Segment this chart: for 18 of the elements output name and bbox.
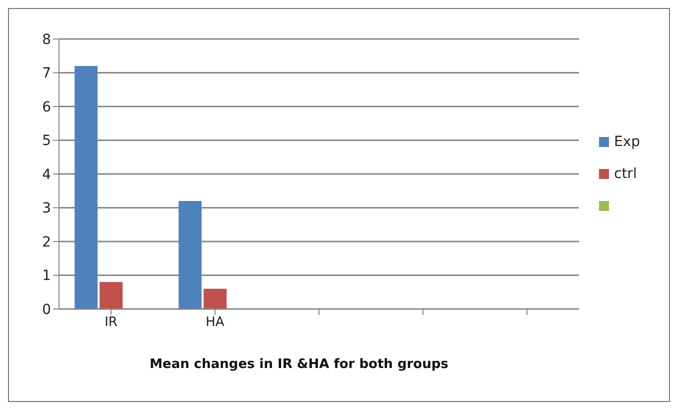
y-tick-label: 2 <box>42 234 51 250</box>
y-tick-label: 5 <box>42 133 51 150</box>
legend-label: Exp <box>614 134 640 150</box>
x-tick-label: IR <box>104 315 118 330</box>
y-tick-label: 6 <box>42 99 52 116</box>
y-tick-label: 7 <box>42 66 51 82</box>
bar <box>74 66 98 309</box>
y-tick-label: 4 <box>42 166 52 183</box>
bar <box>100 282 123 309</box>
y-tick-label: 0 <box>42 302 51 318</box>
legend-label: ctrl <box>614 166 637 182</box>
x-tick-label: HA <box>206 315 224 330</box>
x-axis-title: Mean changes in IR &HA for both groups <box>148 357 450 372</box>
y-tick-label: 1 <box>42 268 51 284</box>
bar <box>204 288 227 309</box>
y-tick-label: 3 <box>42 200 51 217</box>
y-tick-label: 8 <box>42 32 51 48</box>
bar <box>178 201 202 309</box>
